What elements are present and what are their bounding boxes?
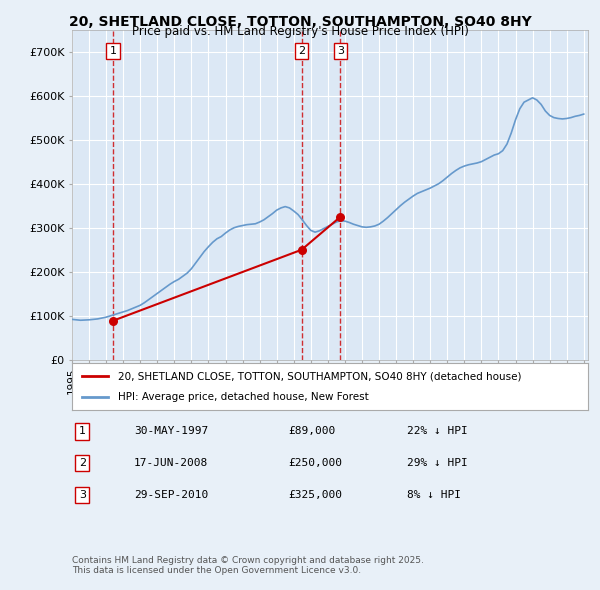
Point	[109, 316, 118, 326]
Text: 17-JUN-2008: 17-JUN-2008	[134, 458, 208, 468]
Text: 29% ↓ HPI: 29% ↓ HPI	[407, 458, 468, 468]
Text: HPI: Average price, detached house, New Forest: HPI: Average price, detached house, New …	[118, 392, 369, 402]
Text: Contains HM Land Registry data © Crown copyright and database right 2025.
This d: Contains HM Land Registry data © Crown c…	[72, 556, 424, 575]
Text: 29-SEP-2010: 29-SEP-2010	[134, 490, 208, 500]
Text: 22% ↓ HPI: 22% ↓ HPI	[407, 427, 468, 436]
Text: £325,000: £325,000	[289, 490, 343, 500]
Text: 1: 1	[110, 46, 116, 56]
Text: 1: 1	[79, 427, 86, 436]
Text: 20, SHETLAND CLOSE, TOTTON, SOUTHAMPTON, SO40 8HY: 20, SHETLAND CLOSE, TOTTON, SOUTHAMPTON,…	[68, 15, 532, 29]
Text: 2: 2	[79, 458, 86, 468]
Point	[335, 212, 345, 221]
Text: 30-MAY-1997: 30-MAY-1997	[134, 427, 208, 436]
Text: 2: 2	[298, 46, 305, 56]
Text: Price paid vs. HM Land Registry's House Price Index (HPI): Price paid vs. HM Land Registry's House …	[131, 25, 469, 38]
Text: £89,000: £89,000	[289, 427, 336, 436]
Text: 8% ↓ HPI: 8% ↓ HPI	[407, 490, 461, 500]
Text: 20, SHETLAND CLOSE, TOTTON, SOUTHAMPTON, SO40 8HY (detached house): 20, SHETLAND CLOSE, TOTTON, SOUTHAMPTON,…	[118, 371, 522, 381]
Point	[297, 245, 307, 254]
Text: £250,000: £250,000	[289, 458, 343, 468]
Text: 3: 3	[79, 490, 86, 500]
Text: 3: 3	[337, 46, 344, 56]
